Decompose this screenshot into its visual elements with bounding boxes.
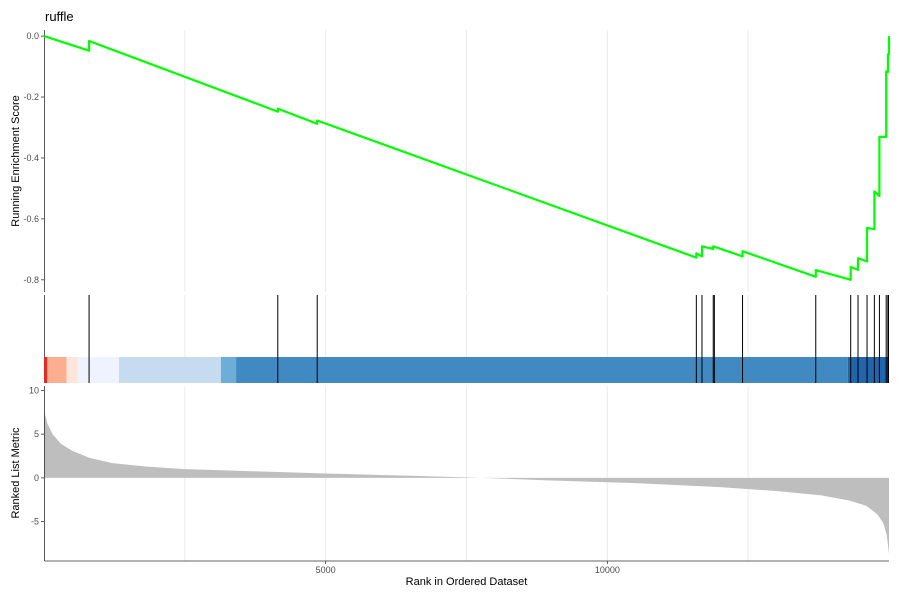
y-tick-label: -0.2 [23,92,39,102]
enrichment-gridlines [184,30,749,292]
x-axis-ticks: 5000 10000 [316,561,620,575]
enrichment-y-axis-title: Running Enrichment Score [10,95,22,226]
y-tick-label: 0.0 [26,31,39,41]
y-tick-label: -0.4 [23,153,39,163]
ranked-metric-area [44,409,889,554]
heatmap-band [44,357,48,383]
heatmap-band [847,357,889,383]
y-tick-label: -0.6 [23,214,39,224]
gene-hits-panel [44,295,889,383]
heatmap-band [66,357,78,383]
ranked-metric-panel: 10 5 0 -5 5000 10000 Ranked List Metric Rank… [10,385,889,588]
enrichment-y-ticks: 0.0 -0.2 -0.4 -0.6 -0.8 [23,31,44,285]
heatmap-band [118,357,221,383]
y-tick-label: -5 [31,517,39,527]
metric-y-ticks: 10 5 0 -5 [29,385,44,527]
heatmap-band [220,357,237,383]
y-tick-label: 10 [29,385,39,395]
x-axis-title: Rank in Ordered Dataset [406,576,528,588]
x-tick-label: 5000 [316,565,336,575]
plot-title: ruffle [45,9,74,24]
gene-hit-lines [88,295,889,383]
y-tick-label: 5 [34,429,39,439]
x-tick-label: 10000 [595,565,620,575]
y-tick-label: -0.8 [23,275,39,285]
rank-heatmap-bar [44,357,889,383]
heatmap-band [236,357,848,383]
enrichment-score-panel: 0.0 -0.2 -0.4 -0.6 -0.8 Running Enrichment S… [10,30,891,292]
running-enrichment-score-line [43,35,891,281]
metric-y-axis-title: Ranked List Metric [10,427,22,519]
heatmap-band [47,357,67,383]
heatmap-band [77,357,119,383]
y-tick-label: 0 [34,473,39,483]
